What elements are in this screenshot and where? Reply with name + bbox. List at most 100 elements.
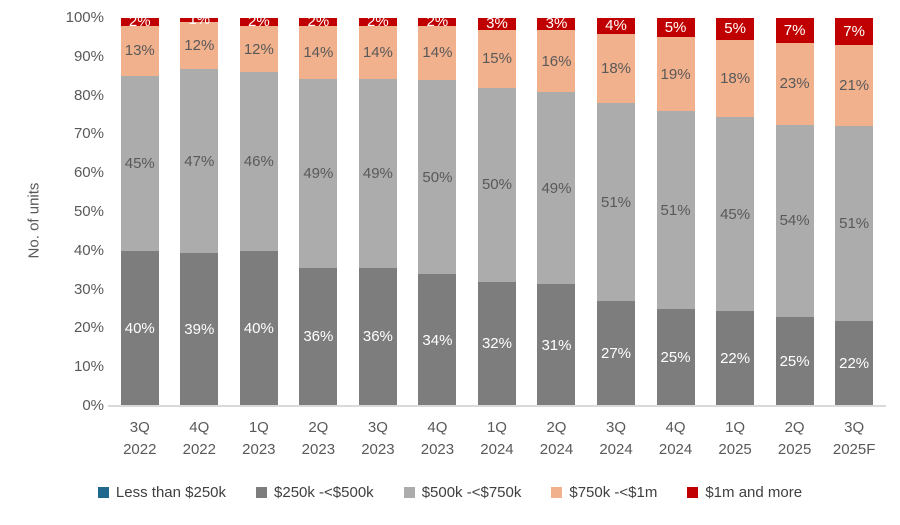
bar-segment: 14%	[418, 25, 457, 81]
y-tick-label: 100%	[65, 9, 104, 26]
bar-segment-label: 2%	[247, 18, 270, 31]
x-axis-category-label: 4Q 2024	[658, 419, 693, 458]
bar-segment: 46%	[239, 72, 278, 251]
bar-segment-label: 16%	[541, 52, 572, 70]
bar-segment: 25%	[775, 316, 814, 406]
bar-segment: 7%	[835, 18, 874, 45]
legend-label: $500k -<$750k	[421, 484, 522, 501]
bar-segment: 50%	[418, 80, 457, 275]
bar-segment-label: 12%	[184, 36, 215, 54]
bar-segment: 54%	[775, 124, 814, 317]
y-tick-label: 20%	[73, 319, 104, 337]
bar-segment: 4%	[597, 18, 636, 35]
bar-segment-label: 39%	[184, 321, 215, 339]
legend-item: Less than $250k	[97, 484, 226, 501]
bar-segment-label: 14%	[362, 44, 393, 62]
bar-segment-label: 7%	[783, 21, 806, 39]
bar-segment: 14%	[358, 25, 397, 80]
bar-segment: 12%	[180, 21, 219, 69]
bar-column: 3% 15% 50% 32% 1Q 2024	[477, 18, 517, 488]
bar-segment: 45%	[120, 76, 159, 251]
bar-segment-label: 15%	[481, 50, 512, 68]
bar-column: 2% 14% 50% 34% 4Q 2023	[417, 18, 457, 488]
bar-segment: 13%	[120, 25, 159, 77]
legend-label: $1m and more	[705, 484, 803, 501]
stacked-bar: 3% 16% 49% 31%	[537, 18, 576, 406]
y-tick-label: 0%	[82, 397, 104, 414]
bar-segment-label: 45%	[720, 205, 751, 223]
bar-segment-label: 21%	[839, 76, 870, 94]
bar-segment: 1%	[180, 18, 219, 27]
x-axis-category-label: 3Q 2025F	[832, 419, 876, 458]
legend-swatch-icon	[403, 487, 415, 498]
legend-swatch-icon	[256, 487, 268, 498]
legend-item: $250k -<$500k	[256, 484, 374, 501]
bar-column: 5% 19% 51% 25% 4Q 2024	[656, 18, 696, 488]
bar-segment: 18%	[716, 39, 755, 118]
bar-segment-label: 40%	[243, 319, 274, 337]
y-tick-label: 40%	[73, 241, 104, 259]
bar-segment: 2%	[120, 18, 159, 31]
bar-segment: 3%	[477, 18, 516, 31]
legend-swatch-icon	[687, 487, 699, 498]
legend: Less than $250k $250k -<$500k $500k -<$750…	[0, 484, 900, 501]
bar-column: 7% 23% 54% 25% 2Q 2025	[775, 18, 815, 488]
bar-segment: 3%	[537, 18, 576, 31]
bar-segment-label: 5%	[724, 20, 746, 38]
bar-segment: 2%	[299, 18, 338, 29]
legend-item: $1m and more	[687, 484, 802, 501]
bar-column: 7% 21% 51% 22% 3Q 2025F	[832, 18, 876, 488]
x-axis-category-label: 1Q 2025	[718, 419, 752, 458]
x-axis-line	[108, 405, 886, 407]
y-tick-label: 90%	[73, 47, 104, 65]
bar-segment-label: 22%	[839, 355, 870, 373]
bar-segment: 31%	[537, 284, 576, 406]
y-axis-title: No. of units	[25, 182, 43, 259]
bar-segment-label: 32%	[481, 335, 512, 353]
stacked-bar: 7% 21% 51% 22%	[835, 18, 874, 406]
bar-column: 2% 12% 46% 40% 1Q 2023	[239, 18, 279, 488]
x-axis-category-label: 4Q 2022	[182, 419, 216, 458]
stacked-bar: 2% 14% 49% 36%	[358, 18, 397, 406]
stacked-bar: 7% 23% 54% 25%	[775, 18, 814, 406]
bar-column: 2% 13% 45% 40% 3Q 2022	[120, 18, 160, 488]
bar-segment: 36%	[358, 267, 397, 406]
bar-column: 3% 16% 49% 31% 2Q 2024	[536, 18, 576, 488]
x-axis-category-label: 1Q 2024	[480, 419, 514, 458]
bar-segment-label: 2%	[128, 18, 151, 31]
bar-segment: 50%	[477, 87, 516, 282]
legend-swatch-icon	[551, 487, 563, 498]
bar-segment-label: 54%	[779, 212, 810, 230]
y-tick-label: 50%	[73, 203, 104, 220]
bar-segment-label: 50%	[422, 168, 453, 186]
bar-segment: 40%	[239, 250, 278, 406]
bar-segment-label: 4%	[605, 18, 627, 35]
bar-segment-label: 1%	[188, 18, 211, 29]
x-axis-category-label: 1Q 2023	[242, 419, 276, 458]
stacked-bar: 3% 15% 50% 32%	[477, 18, 516, 406]
bar-segment: 45%	[716, 117, 755, 312]
bar-segment-label: 49%	[362, 165, 393, 183]
bar-column: 2% 14% 49% 36% 3Q 2023	[358, 18, 398, 488]
x-axis-category-label: 3Q 2023	[361, 419, 395, 458]
legend-item: $500k -<$750k	[403, 484, 522, 501]
bar-segment: 36%	[299, 267, 338, 406]
bar-segment-label: 14%	[303, 44, 334, 62]
x-axis-category-label: 3Q 2022	[123, 419, 157, 458]
bar-segment: 22%	[835, 321, 874, 406]
bar-segment-label: 25%	[779, 352, 810, 370]
legend-swatch-icon	[97, 487, 109, 498]
y-axis-tick-labels: 100% 90% 80% 70% 60% 50% 40% 30% 20% 10% 0%	[46, 9, 104, 414]
bar-segment-label: 13%	[124, 42, 155, 60]
bar-segment-label: 23%	[779, 75, 810, 93]
bar-segment-label: 5%	[664, 19, 687, 37]
bar-segment-label: 51%	[839, 215, 870, 233]
bar-segment: 49%	[537, 92, 576, 285]
bar-segment-label: 18%	[720, 69, 751, 87]
bar-segment-label: 19%	[660, 65, 691, 83]
bar-segment-label: 12%	[243, 40, 274, 58]
bar-segment-label: 47%	[184, 152, 215, 170]
bar-segment-label: 36%	[303, 328, 334, 346]
bar-segment-label: 51%	[660, 201, 691, 219]
